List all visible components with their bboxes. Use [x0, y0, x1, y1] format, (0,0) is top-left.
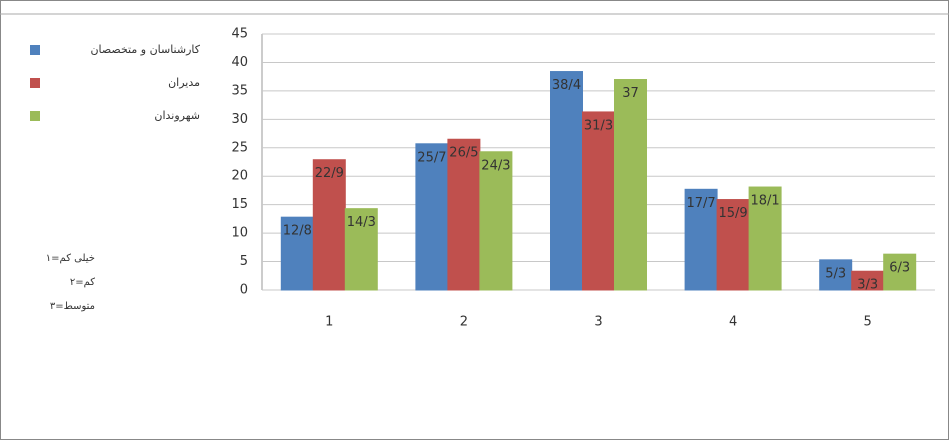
y-tick-label: 45	[231, 27, 248, 42]
x-tick-label: 2	[460, 315, 468, 330]
data-label: 17/7	[686, 196, 715, 211]
legend-swatch	[30, 78, 40, 88]
bar	[748, 186, 782, 291]
legend-swatch	[30, 111, 40, 121]
y-tick-label: 35	[231, 83, 248, 98]
data-label: 18/1	[750, 194, 779, 209]
y-tick-label: 30	[231, 112, 248, 127]
y-tick-label: 25	[231, 140, 248, 155]
legend-label: مدیران	[168, 76, 200, 89]
y-tick-label: 40	[231, 55, 248, 70]
legend-label: کارشناسان و متخصصان	[90, 43, 200, 56]
bar	[447, 138, 481, 291]
bar	[550, 71, 583, 291]
bar	[819, 259, 853, 291]
legend-swatch	[30, 45, 40, 55]
x-tick-label: 3	[594, 315, 602, 330]
data-label: 22/9	[315, 166, 344, 181]
data-label: 15/9	[718, 206, 747, 221]
y-tick-label: 15	[231, 197, 248, 212]
annotation: ۲=کم	[70, 277, 95, 288]
data-label: 24/3	[481, 158, 510, 173]
bar	[280, 216, 314, 291]
bar	[582, 111, 615, 291]
bar	[716, 199, 750, 291]
data-label: 37	[622, 86, 639, 101]
bar	[344, 208, 378, 291]
y-tick-label: 20	[231, 169, 248, 184]
y-tick-label: 10	[231, 226, 248, 241]
x-tick-label: 5	[864, 315, 872, 330]
x-tick-label: 1	[325, 315, 333, 330]
bar	[415, 143, 449, 291]
data-label: 25/7	[417, 150, 446, 165]
legend-label: شهروندان	[154, 109, 200, 122]
x-tick-label: 4	[729, 315, 737, 330]
data-label: 12/8	[283, 224, 312, 239]
data-label: 14/3	[347, 215, 376, 230]
data-label: 6/3	[889, 261, 910, 276]
data-label: 3/3	[857, 278, 878, 293]
bar	[883, 253, 917, 291]
annotation: ۳=متوسط	[50, 301, 95, 312]
y-tick-label: 0	[240, 283, 248, 298]
data-label: 31/3	[584, 118, 613, 133]
bar	[684, 188, 718, 291]
data-label: 26/5	[449, 146, 478, 161]
bar	[614, 79, 647, 291]
bar	[479, 151, 513, 291]
y-tick-label: 5	[240, 254, 248, 269]
data-label: 5/3	[825, 266, 846, 281]
data-label: 38/4	[552, 78, 581, 93]
bar	[312, 159, 346, 291]
annotation: ۱=خیلی کم	[46, 253, 95, 264]
